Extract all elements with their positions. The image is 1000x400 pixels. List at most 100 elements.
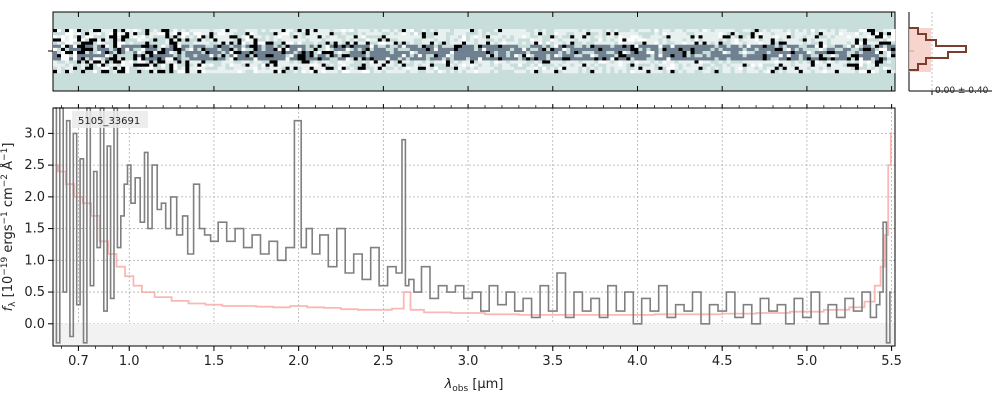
strip-cell [137,29,142,33]
strip-cell [698,32,703,36]
strip-cell [177,44,182,49]
strip-cell [421,41,427,45]
strip-cell [874,41,880,45]
strip-cell [874,57,880,61]
strip-cell [361,51,367,55]
strip-cell [474,63,479,67]
strip-cell [482,29,487,33]
strip-cell [281,54,286,58]
strip-cell [189,38,194,42]
strip-cell [401,51,407,55]
strip-cell [341,41,346,45]
strip-cell [373,57,379,61]
strip-cell [670,44,675,49]
strip-cell [762,63,767,67]
strip-cell [630,66,635,71]
strip-cell [65,29,70,33]
strip-cell [89,44,94,49]
strip-cell [802,41,808,45]
strip-cell [702,66,707,71]
strip-cell [602,54,607,58]
strip-cell [137,51,142,55]
strip-cell [550,32,555,36]
strip-cell [385,38,391,42]
strip-cell [229,57,234,61]
strip-cell [341,63,346,67]
strip-cell [177,47,182,52]
strip-cell [482,57,487,61]
strip-cell [662,66,667,71]
strip-cell [245,51,250,55]
strip-cell [197,32,202,36]
strip-cell [698,29,703,33]
strip-cell [530,41,535,45]
x-tick-label-4: 2.5 [373,354,394,369]
strip-cell [369,57,375,61]
strip-cell [610,51,615,55]
strip-cell [93,69,98,74]
strip-cell [85,35,90,39]
strip-cell [173,38,178,42]
strip-cell [241,44,246,49]
y-tick-label-5: 2.5 [24,158,45,173]
strip-cell [842,47,848,52]
strip-cell [574,69,579,74]
strip-cell [890,51,896,55]
strip-cell [329,32,334,36]
strip-cell [538,29,543,33]
strip-cell [598,63,603,67]
strip-cell [682,29,687,33]
strip-cell [678,51,683,55]
strip-cell [77,38,82,42]
strip-cell [526,63,531,67]
strip-cell [506,63,511,67]
strip-cell [241,54,246,58]
strip-cell [357,32,363,36]
strip-cell [389,41,395,45]
strip-cell [193,32,198,36]
strip-cell [465,47,471,52]
strip-cell [381,44,387,49]
strip-cell [261,51,266,55]
ylabel-part: ] [1,143,16,148]
strip-cell [469,35,475,39]
strip-cell [273,35,278,39]
strip-cell [97,54,102,58]
strip-cell [878,51,884,55]
strip-cell [433,69,439,74]
strip-cell [417,69,423,74]
strip-cell [862,60,868,64]
strip-cell [229,47,234,52]
strip-cell [814,32,820,36]
strip-cell [357,51,363,55]
strip-cell [389,47,395,52]
strip-cell [814,51,820,55]
strip-cell [421,47,427,52]
strip-cell [554,66,559,71]
strip-cell [850,32,856,36]
strip-cell [562,69,567,74]
strip-cell [69,35,74,39]
strip-cell [433,44,439,49]
strip-cell [205,47,210,52]
strip-cell [249,63,254,67]
strip-cell [201,47,206,52]
strip-cell [714,32,719,36]
strip-cell [245,47,250,52]
strip-cell [610,35,615,39]
strip-cell [105,66,110,71]
strip-cell [598,60,603,64]
strip-cell [778,44,784,49]
strip-cell [870,41,876,45]
strip-cell [878,54,884,58]
strip-cell [245,44,250,49]
strip-cell [686,54,691,58]
strip-cell [590,44,595,49]
strip-cell [702,63,707,67]
strip-cell [822,44,828,49]
strip-cell [670,57,675,61]
strip-cell [650,69,655,74]
x-tick-label-5: 3.0 [458,354,479,369]
strip-cell [698,57,703,61]
strip-cell [882,47,888,52]
